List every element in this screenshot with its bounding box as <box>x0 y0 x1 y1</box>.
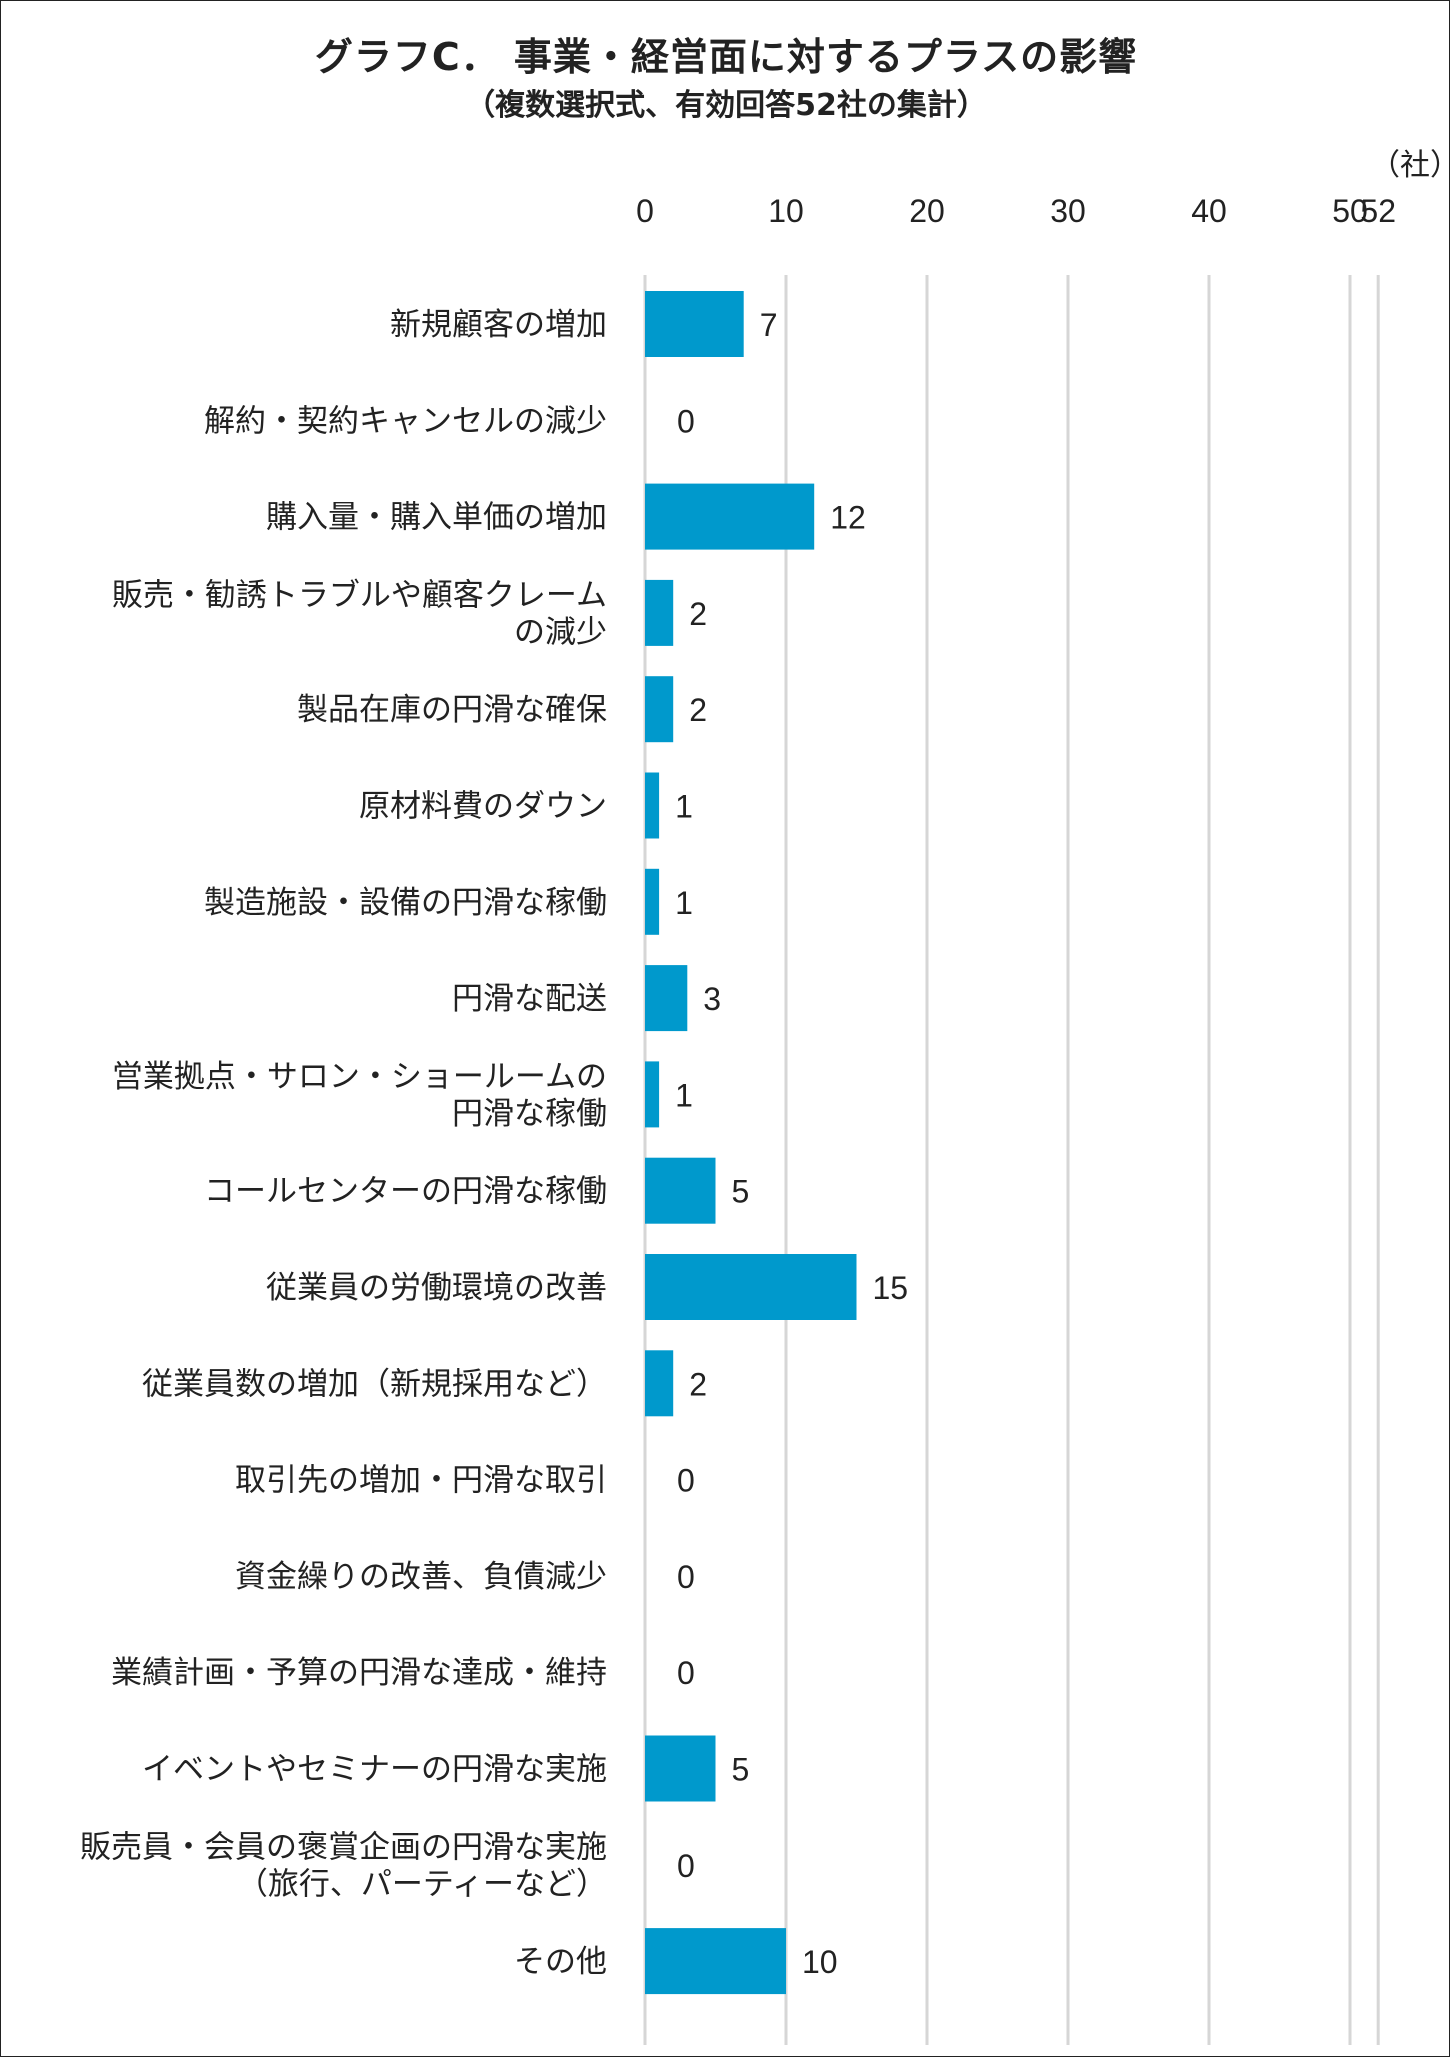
x-tick-label: 20 <box>909 193 945 229</box>
chart-subtitle: （複数選択式、有効回答52社の集計） <box>465 88 987 123</box>
category-label: （旅行、パーティーなど） <box>237 1866 607 1902</box>
category-label: 販売員・会員の褒賞企画の円滑な実施 <box>80 1829 607 1865</box>
category-label: 販売・勧誘トラブルや顧客クレーム <box>112 577 607 613</box>
data-label: 1 <box>675 885 693 921</box>
x-tick-label: 52 <box>1360 193 1396 229</box>
data-label: 2 <box>689 596 707 632</box>
chart-title: グラフC． 事業・経営面に対するプラスの影響 <box>314 35 1138 79</box>
bar <box>645 1928 786 1995</box>
data-label: 15 <box>873 1270 909 1306</box>
category-label: 製造施設・設備の円滑な稼働 <box>204 885 607 921</box>
category-label: 円滑な配送 <box>452 981 607 1017</box>
data-label: 3 <box>703 981 721 1017</box>
bar <box>645 483 815 550</box>
x-tick-label: 50 <box>1332 193 1368 229</box>
category-label: 新規顧客の増加 <box>390 307 607 343</box>
category-label: 従業員数の増加（新規採用など） <box>142 1366 607 1402</box>
data-label: 0 <box>677 1655 695 1691</box>
bar <box>645 772 660 839</box>
category-label: コールセンターの円滑な稼働 <box>204 1174 607 1210</box>
bar <box>645 1735 716 1802</box>
bar <box>645 1061 660 1128</box>
bar <box>645 1350 674 1417</box>
data-label: 0 <box>677 1848 695 1884</box>
bar <box>645 868 660 935</box>
category-label: の減少 <box>514 614 607 650</box>
axis-unit-label: （社） <box>1370 148 1452 183</box>
bar <box>645 579 674 646</box>
data-label: 10 <box>802 1944 838 1980</box>
data-label: 2 <box>689 692 707 728</box>
data-label: 0 <box>677 1463 695 1499</box>
category-label: 業績計画・予算の円滑な達成・維持 <box>111 1655 607 1691</box>
data-label: 0 <box>677 403 695 439</box>
category-label: 資金繰りの改善、負債減少 <box>235 1559 607 1595</box>
category-label: 原材料費のダウン <box>359 789 607 825</box>
category-label: イベントやセミナーの円滑な実施 <box>142 1752 607 1788</box>
data-label: 12 <box>830 500 866 536</box>
bar <box>645 1254 857 1320</box>
category-label: 円滑な稼働 <box>452 1096 607 1132</box>
bar <box>645 676 674 743</box>
data-label: 1 <box>675 789 693 825</box>
x-tick-label: 40 <box>1191 193 1227 229</box>
x-tick-label: 0 <box>636 193 654 229</box>
category-label: 取引先の増加・円滑な取引 <box>235 1463 607 1499</box>
x-tick-label: 10 <box>768 193 804 229</box>
x-tick-label: 30 <box>1050 193 1086 229</box>
data-label: 1 <box>675 1077 693 1113</box>
category-label: 解約・契約キャンセルの減少 <box>204 403 607 439</box>
category-label: 従業員の労働環境の改善 <box>266 1270 607 1306</box>
bar <box>645 965 688 1032</box>
category-label: 製品在庫の円滑な確保 <box>297 692 607 728</box>
data-label: 0 <box>677 1559 695 1595</box>
bar <box>645 1157 716 1224</box>
category-label: 購入量・購入単価の増加 <box>266 500 607 536</box>
category-label: その他 <box>514 1944 607 1980</box>
data-label: 5 <box>732 1174 750 1210</box>
data-label: 2 <box>689 1366 707 1402</box>
data-label: 7 <box>760 307 778 343</box>
bar <box>645 291 744 357</box>
category-label: 営業拠点・サロン・ショールームの <box>112 1059 607 1095</box>
data-label: 5 <box>732 1752 750 1788</box>
